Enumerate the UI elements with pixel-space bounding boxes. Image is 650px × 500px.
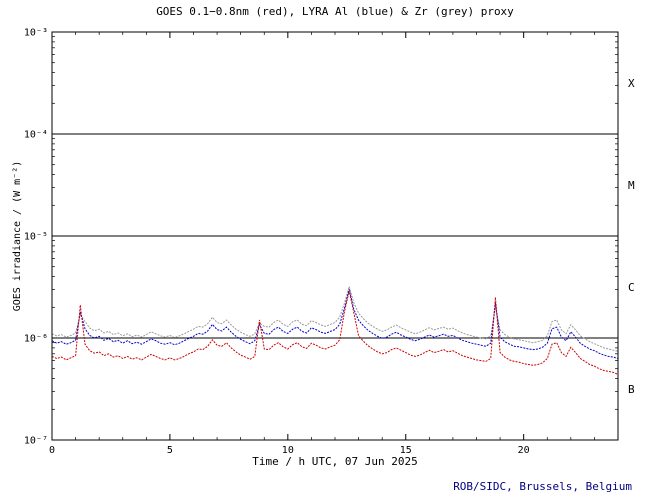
credit-text: ROB/SIDC, Brussels, Belgium [453,480,632,493]
goes-red-line [51,290,619,375]
y-tick-label: 10⁻⁷ [24,436,48,447]
lyra-al-blue-line [51,289,619,359]
x-tick-label: 15 [400,445,412,456]
lyra-zr-grey-line [51,284,619,352]
x-tick-label: 10 [282,445,294,456]
flare-class-label-m: M [628,179,635,192]
x-tick-label: 20 [518,445,530,456]
x-tick-label: 0 [49,445,55,456]
chart-title: GOES 0.1−0.8nm (red), LYRA Al (blue) & Z… [156,5,514,18]
y-tick-label: 10⁻⁶ [24,334,48,345]
x-tick-label: 5 [167,445,173,456]
flare-class-label-x: X [628,77,635,90]
y-tick-label: 10⁻⁴ [24,130,48,141]
y-tick-label: 10⁻³ [24,28,48,39]
y-tick-label: 10⁻⁵ [24,232,48,243]
x-axis-label: Time / h UTC, 07 Jun 2025 [252,455,418,468]
flare-class-label-c: C [628,281,635,294]
y-axis-label: GOES irradiance / (W m⁻²) [12,160,23,312]
flare-class-label-b: B [628,383,635,396]
